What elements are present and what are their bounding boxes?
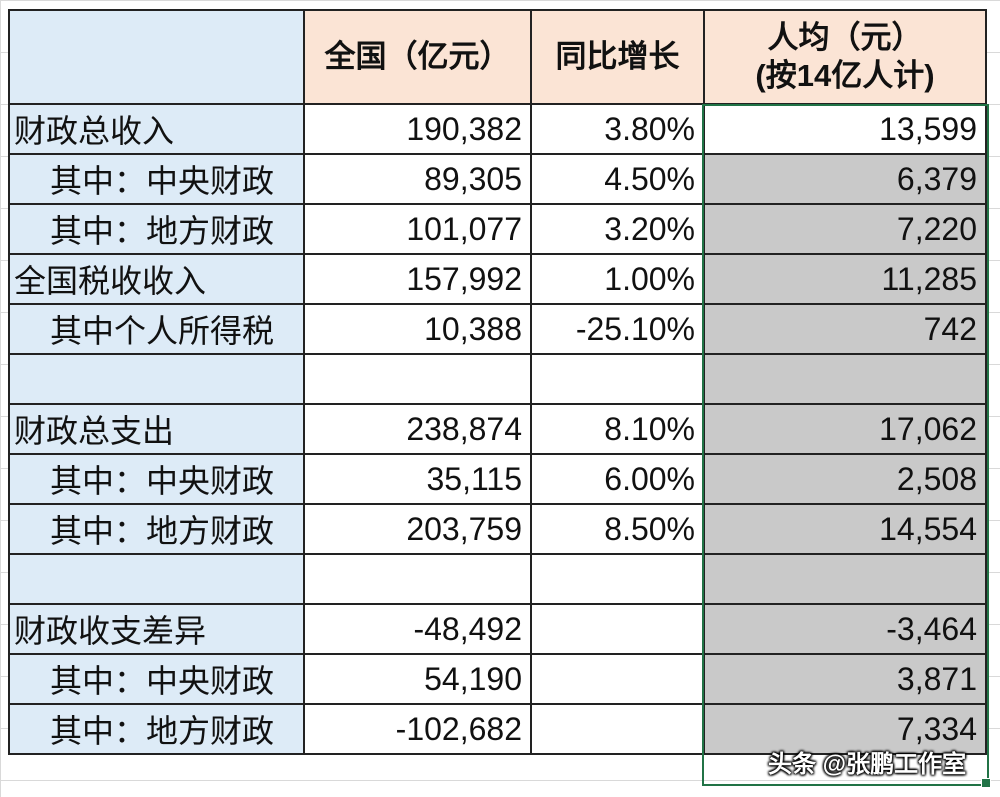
row-label[interactable]: 其中：地方财政 (8, 703, 305, 755)
per-capita-value[interactable]: 7,220 (703, 203, 987, 255)
table-row: 财政收支差异 -48,492 -3,464 (8, 603, 987, 655)
national-value[interactable]: 238,874 (303, 403, 532, 455)
row-label[interactable]: 财政总支出 (8, 403, 305, 455)
header-yoy[interactable]: 同比增长 (530, 9, 705, 105)
per-capita-value[interactable]: 13,599 (703, 103, 987, 155)
per-capita-value[interactable]: 7,334 (703, 703, 987, 755)
row-label[interactable]: 财政收支差异 (8, 603, 305, 655)
per-capita-value[interactable] (703, 553, 987, 605)
per-capita-value[interactable]: 14,554 (703, 503, 987, 555)
yoy-value[interactable] (530, 553, 705, 605)
per-capita-value[interactable]: 3,871 (703, 653, 987, 705)
per-capita-value[interactable]: 6,379 (703, 153, 987, 205)
national-value[interactable]: -102,682 (303, 703, 532, 755)
national-value[interactable]: 10,388 (303, 303, 532, 355)
corner-cell[interactable] (8, 9, 305, 105)
table-row: 其中个人所得税 10,388 -25.10% 742 (8, 303, 987, 355)
row-label[interactable]: 其中：地方财政 (8, 503, 305, 555)
table-row: 其中：中央财政 35,115 6.00% 2,508 (8, 453, 987, 505)
national-value[interactable]: 54,190 (303, 653, 532, 705)
national-value[interactable]: 157,992 (303, 253, 532, 305)
header-per-capita[interactable]: 人均（元） (按14亿人计) (703, 9, 987, 105)
national-value[interactable] (303, 553, 532, 605)
yoy-value[interactable]: 1.00% (530, 253, 705, 305)
row-label[interactable] (8, 553, 305, 605)
yoy-value[interactable] (530, 653, 705, 705)
row-label[interactable]: 其中个人所得税 (8, 303, 305, 355)
table-row (8, 353, 987, 405)
header-per-capita-line2: (按14亿人计) (755, 58, 935, 93)
per-capita-value[interactable]: 742 (703, 303, 987, 355)
national-value[interactable]: -48,492 (303, 603, 532, 655)
table-row: 其中：地方财政 101,077 3.20% 7,220 (8, 203, 987, 255)
yoy-value[interactable] (530, 703, 705, 755)
header-national[interactable]: 全国（亿元） (303, 9, 532, 105)
table-row (8, 553, 987, 605)
row-label[interactable]: 全国税收收入 (8, 253, 305, 305)
national-value[interactable]: 35,115 (303, 453, 532, 505)
yoy-value[interactable] (530, 603, 705, 655)
table-row: 其中：地方财政 203,759 8.50% 14,554 (8, 503, 987, 555)
fill-handle[interactable] (981, 778, 991, 788)
row-label[interactable]: 其中：中央财政 (8, 153, 305, 205)
yoy-value[interactable] (530, 353, 705, 405)
national-value[interactable]: 101,077 (303, 203, 532, 255)
per-capita-value[interactable]: 17,062 (703, 403, 987, 455)
row-label[interactable]: 财政总收入 (8, 103, 305, 155)
national-value[interactable]: 190,382 (303, 103, 532, 155)
per-capita-value[interactable]: 11,285 (703, 253, 987, 305)
table-row: 其中：地方财政 -102,682 7,334 (8, 703, 987, 755)
yoy-value[interactable]: 8.10% (530, 403, 705, 455)
header-per-capita-line1: 人均（元） (767, 20, 923, 55)
table-row: 其中：中央财政 89,305 4.50% 6,379 (8, 153, 987, 205)
yoy-value[interactable]: 3.20% (530, 203, 705, 255)
per-capita-value[interactable] (703, 353, 987, 405)
table-row: 财政总支出 238,874 8.10% 17,062 (8, 403, 987, 455)
fiscal-table: 全国（亿元） 同比增长 人均（元） (按14亿人计) 财政总收入 190,382 3… (8, 9, 987, 755)
national-value[interactable]: 89,305 (303, 153, 532, 205)
national-value[interactable] (303, 353, 532, 405)
table-row: 其中：中央财政 54,190 3,871 (8, 653, 987, 705)
row-label[interactable]: 其中：中央财政 (8, 453, 305, 505)
national-value[interactable]: 203,759 (303, 503, 532, 555)
row-label[interactable]: 其中：地方财政 (8, 203, 305, 255)
yoy-value[interactable]: 8.50% (530, 503, 705, 555)
table-row: 全国税收收入 157,992 1.00% 11,285 (8, 253, 987, 305)
watermark: 头条 @张鹏工作室 (768, 751, 967, 778)
table-row: 财政总收入 190,382 3.80% 13,599 (8, 103, 987, 155)
yoy-value[interactable]: -25.10% (530, 303, 705, 355)
row-label[interactable]: 其中：中央财政 (8, 653, 305, 705)
header-row: 全国（亿元） 同比增长 人均（元） (按14亿人计) (8, 9, 987, 105)
per-capita-value[interactable]: -3,464 (703, 603, 987, 655)
row-label[interactable] (8, 353, 305, 405)
yoy-value[interactable]: 4.50% (530, 153, 705, 205)
yoy-value[interactable]: 3.80% (530, 103, 705, 155)
per-capita-value[interactable]: 2,508 (703, 453, 987, 505)
yoy-value[interactable]: 6.00% (530, 453, 705, 505)
